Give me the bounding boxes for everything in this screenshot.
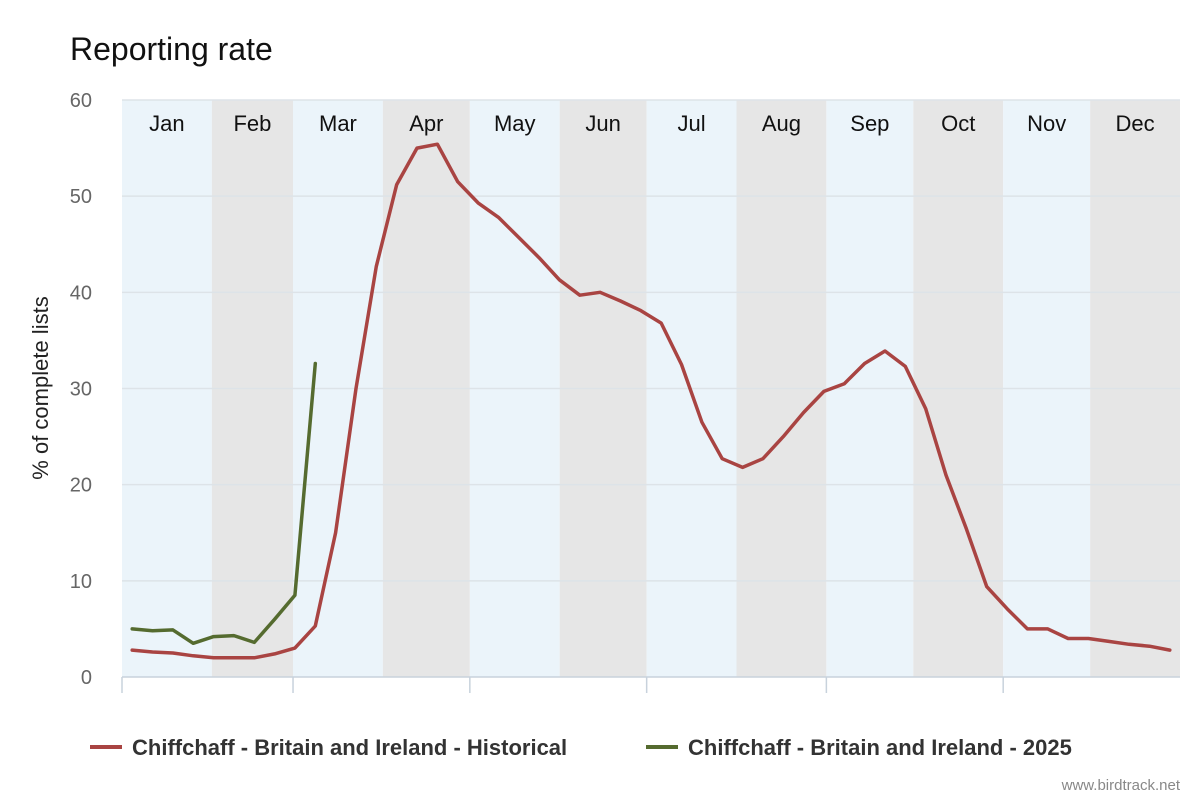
legend-item-2025[interactable]: Chiffchaff - Britain and Ireland - 2025 bbox=[646, 735, 1072, 760]
month-label-sep: Sep bbox=[850, 111, 889, 136]
y-tick-label: 50 bbox=[70, 186, 92, 208]
series-line-historical bbox=[130, 142, 1172, 660]
legend-item-historical[interactable]: Chiffchaff - Britain and Ireland - Histo… bbox=[90, 735, 567, 760]
chart-title: Reporting rate bbox=[70, 31, 273, 67]
month-label-dec: Dec bbox=[1116, 111, 1155, 136]
month-label-mar: Mar bbox=[319, 111, 357, 136]
legend-label: Chiffchaff - Britain and Ireland - 2025 bbox=[688, 735, 1072, 760]
y-tick-label: 20 bbox=[70, 475, 92, 497]
month-label-feb: Feb bbox=[233, 111, 271, 136]
month-label-aug: Aug bbox=[762, 111, 801, 136]
month-labels: Jan Feb Mar Apr May Jun Jul Aug Sep Oct Nov Dec bbox=[149, 111, 1154, 136]
legend[interactable]: Chiffchaff - Britain and Ireland - Histo… bbox=[90, 735, 1072, 760]
month-label-oct: Oct bbox=[941, 111, 975, 136]
month-label-jul: Jul bbox=[678, 111, 706, 136]
y-tick-label: 60 bbox=[70, 90, 92, 112]
y-tick-label: 40 bbox=[70, 282, 92, 304]
grid-lines bbox=[122, 99, 1180, 582]
credit-text: www.birdtrack.net bbox=[1061, 777, 1181, 794]
y-tick-label: 0 bbox=[81, 667, 92, 689]
y-tick-label: 30 bbox=[70, 379, 92, 401]
x-axis bbox=[121, 676, 1180, 693]
legend-label: Chiffchaff - Britain and Ireland - Histo… bbox=[132, 735, 567, 760]
y-axis-label: % of complete lists bbox=[28, 296, 53, 479]
month-label-apr: Apr bbox=[409, 111, 443, 136]
month-label-jan: Jan bbox=[149, 111, 184, 136]
series-lines bbox=[130, 142, 1172, 660]
month-label-may: May bbox=[494, 111, 536, 136]
y-tick-label: 10 bbox=[70, 571, 92, 593]
series-line-2025 bbox=[130, 361, 318, 646]
y-tick-labels: 0 10 20 30 40 50 60 bbox=[70, 90, 92, 689]
month-label-jun: Jun bbox=[585, 111, 620, 136]
month-label-nov: Nov bbox=[1027, 111, 1066, 136]
